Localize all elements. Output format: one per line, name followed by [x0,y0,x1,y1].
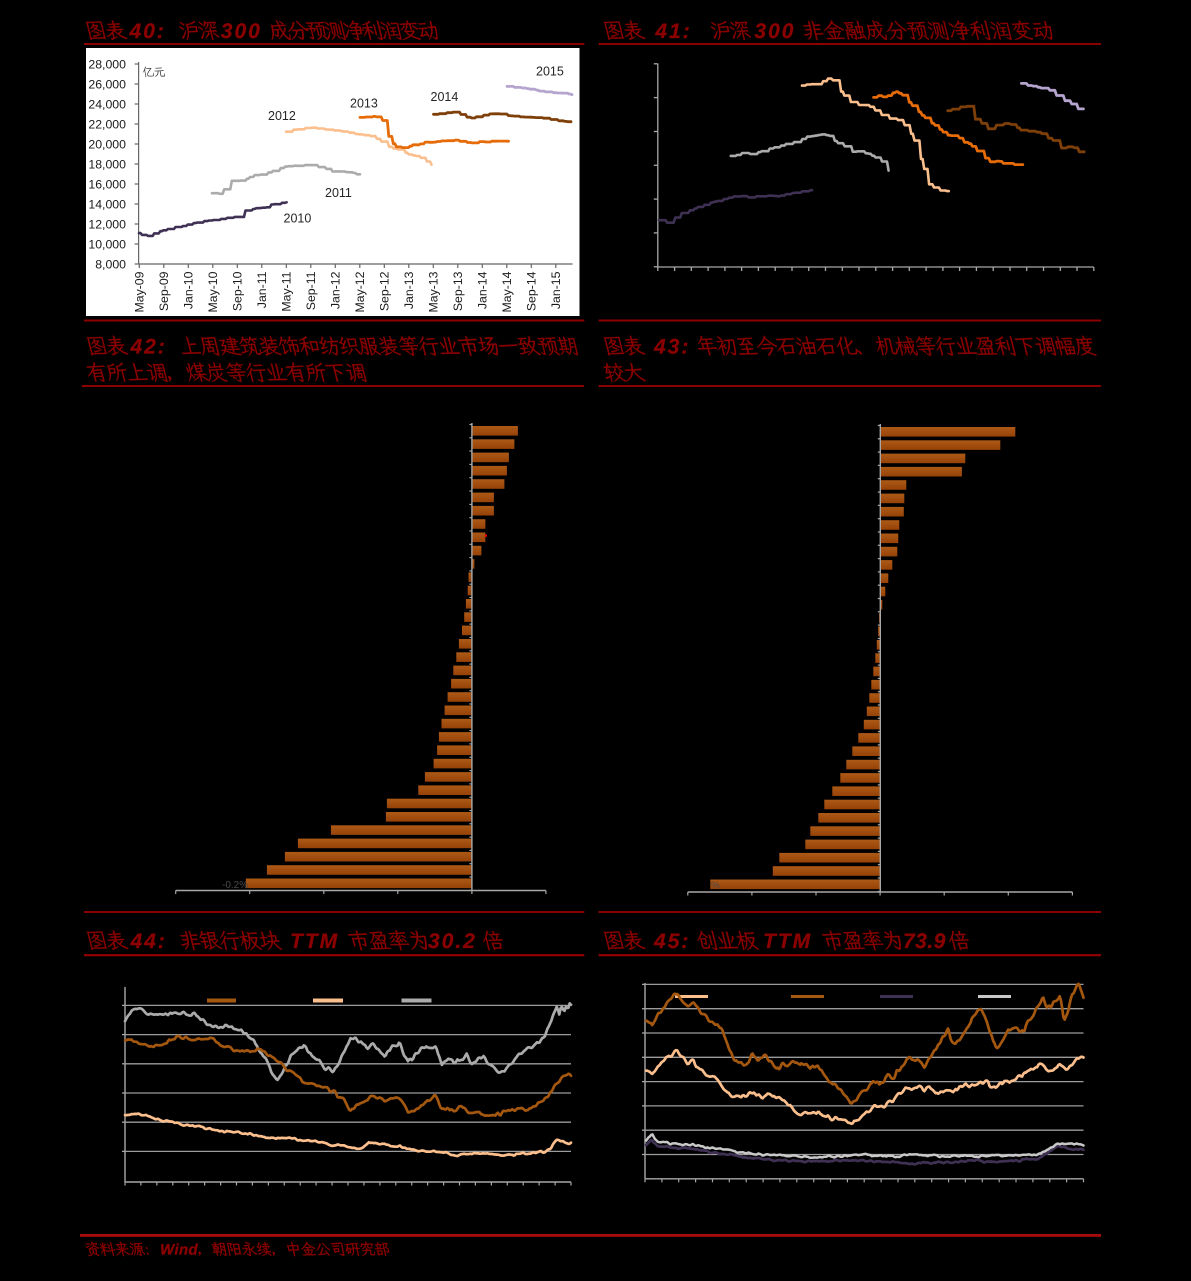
svg-text:%: % [711,881,720,892]
svg-text:Jan-14: Jan-14 [476,271,490,309]
svg-text:10,000: 10,000 [88,237,126,251]
svg-text:Jan-12: Jan-12 [329,271,343,309]
svg-text:24,000: 24,000 [88,97,126,111]
svg-text:2012: 2012 [268,109,296,123]
svg-text:Jan-13: Jan-13 [402,271,416,309]
svg-text:Sep-09: Sep-09 [157,271,171,311]
svg-text:May-09: May-09 [133,271,147,312]
svg-text:14,000: 14,000 [88,197,126,211]
svg-text:Sep-11: Sep-11 [304,271,318,310]
svg-text:2013: 2013 [350,97,378,111]
svg-text:May-11: May-11 [280,271,294,311]
svg-text:Sep-14: Sep-14 [525,271,539,311]
svg-text:May-13: May-13 [427,271,441,312]
svg-text:Sep-12: Sep-12 [378,271,392,311]
svg-text:Sep-10: Sep-10 [231,271,245,311]
svg-text:2014: 2014 [431,90,459,104]
svg-text:2010: 2010 [284,212,312,226]
svg-text:2011: 2011 [325,186,352,200]
svg-text:May-12: May-12 [353,271,367,312]
svg-text:Jan-15: Jan-15 [549,271,563,309]
svg-text:12,000: 12,000 [88,217,126,231]
svg-text:-0.2%: -0.2% [222,880,248,891]
svg-text:26,000: 26,000 [88,77,126,91]
svg-text:16,000: 16,000 [88,177,126,191]
svg-text:2015: 2015 [536,65,564,79]
svg-text:22,000: 22,000 [88,117,126,131]
svg-text:Sep-13: Sep-13 [451,271,465,311]
svg-text:Jan-11: Jan-11 [255,271,269,308]
svg-text:May-14: May-14 [500,271,514,312]
svg-text:20,000: 20,000 [88,137,126,151]
svg-text:28,000: 28,000 [88,57,126,71]
svg-text:Jan-10: Jan-10 [182,271,196,309]
svg-text:May-10: May-10 [206,271,220,312]
svg-text:8,000: 8,000 [95,257,126,271]
svg-text:18,000: 18,000 [88,157,126,171]
